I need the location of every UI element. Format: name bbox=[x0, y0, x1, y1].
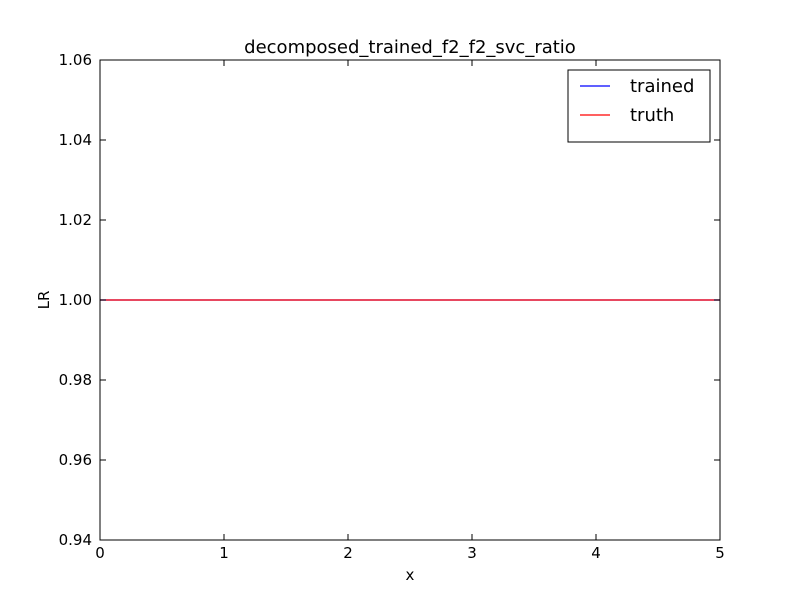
x-tick-label: 0 bbox=[95, 544, 105, 562]
legend-label-truth: truth bbox=[630, 105, 674, 126]
x-tick-label: 1 bbox=[219, 544, 229, 562]
legend-label-trained: trained bbox=[630, 76, 694, 97]
plot-frame bbox=[99, 59, 721, 541]
legend: trained truth bbox=[567, 69, 711, 143]
y-tick-label: 1.04 bbox=[59, 131, 92, 149]
y-tick-label: 1.06 bbox=[59, 51, 92, 69]
x-tick-label: 5 bbox=[715, 544, 725, 562]
x-tick-label: 3 bbox=[467, 544, 477, 562]
y-axis-label: LR bbox=[35, 291, 53, 310]
legend-box bbox=[567, 69, 711, 143]
y-tick-label: 1.00 bbox=[59, 291, 92, 309]
y-tick-label: 1.02 bbox=[59, 211, 92, 229]
y-tick-label: 0.98 bbox=[59, 371, 92, 389]
ticks-layer: 0 1 2 3 4 5 0.94 0.96 0.98 1.00 1.02 1.04 1.06 bbox=[59, 51, 725, 562]
y-tick-label: 0.94 bbox=[59, 531, 92, 549]
y-tick-label: 0.96 bbox=[59, 451, 92, 469]
x-axis-label: x bbox=[406, 566, 415, 584]
chart-title: decomposed_trained_f2_f2_svc_ratio bbox=[244, 37, 576, 58]
x-tick-label: 2 bbox=[343, 544, 353, 562]
x-tick-label: 4 bbox=[591, 544, 601, 562]
